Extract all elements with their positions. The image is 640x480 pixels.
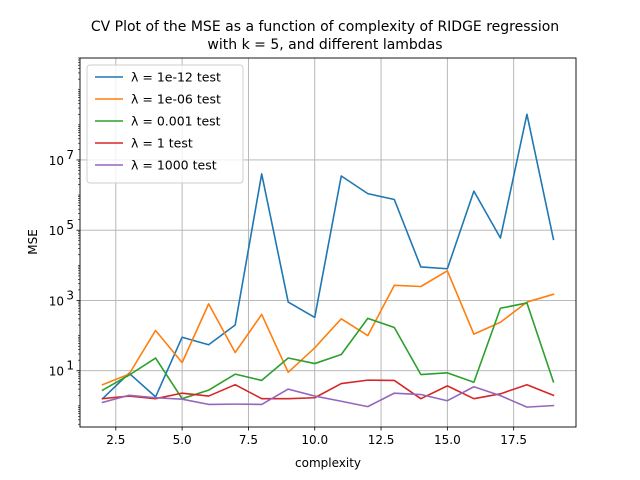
x-axis-ticks: 2.5 5.0 7.5 10.0 12.5 15.0 17.5: [106, 427, 527, 447]
series-line-3: [101, 379, 555, 400]
series-line-2: [101, 302, 555, 400]
series-line-0: [101, 113, 555, 400]
series-lines: [101, 113, 555, 408]
series-line-4: [101, 385, 555, 408]
legend: λ = 1e-12 test λ = 1e-06 test λ = 0.001 te…: [86, 64, 244, 184]
y-tick-label: 10: [49, 154, 64, 168]
x-tick-label: 15.0: [434, 433, 461, 447]
x-tick-label: 5.0: [173, 433, 192, 447]
y-tick-exponent: 1: [66, 359, 74, 373]
grid: [80, 58, 576, 427]
x-tick-label: 12.5: [368, 433, 395, 447]
plot-frame: [79, 57, 577, 428]
legend-label-4: λ = 1000 test: [131, 158, 217, 173]
x-tick-label: 17.5: [500, 433, 527, 447]
legend-label-0: λ = 1e-12 test: [131, 70, 221, 85]
y-tick-exponent: 3: [66, 288, 74, 302]
x-tick-label: 10.0: [301, 433, 328, 447]
legend-box: [86, 64, 244, 184]
legend-label-2: λ = 0.001 test: [131, 114, 221, 129]
x-tick-label: 7.5: [239, 433, 258, 447]
legend-label-1: λ = 1e-06 test: [131, 92, 221, 107]
series-line-1: [101, 269, 555, 386]
y-axis-label: MSE: [26, 229, 40, 255]
y-tick-label: 10: [49, 294, 64, 308]
chart-title-line2: with k = 5, and different lambdas: [207, 37, 442, 53]
chart-title-line1: CV Plot of the MSE as a function of comp…: [91, 19, 559, 35]
y-tick-label: 10: [49, 365, 64, 379]
y-tick-exponent: 7: [66, 148, 74, 162]
y-tick-exponent: 5: [66, 218, 74, 232]
y-tick-label: 10: [49, 224, 64, 238]
legend-label-3: λ = 1 test: [131, 136, 193, 151]
x-tick-label: 2.5: [106, 433, 125, 447]
x-axis-label: complexity: [295, 456, 361, 470]
